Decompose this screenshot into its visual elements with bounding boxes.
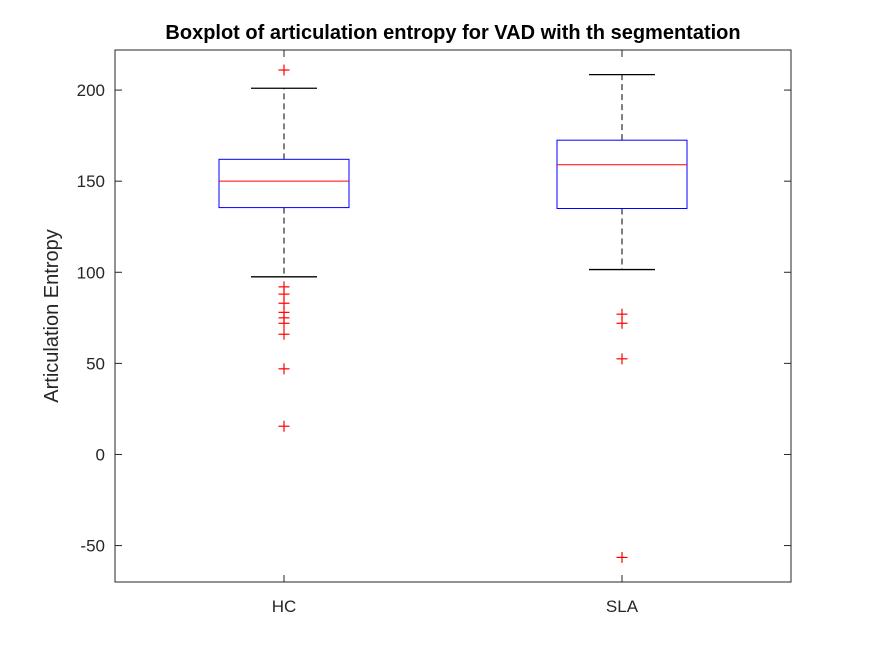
plot-frame (114, 49, 792, 583)
y-tick-label: 100 (77, 263, 105, 282)
y-tick-label: 0 (96, 445, 105, 464)
outlier-point-hc (278, 328, 290, 340)
outlier-point-hc (278, 420, 290, 432)
chart-title: Boxplot of articulation entropy for VAD … (165, 22, 740, 44)
y-tick-label: 150 (77, 172, 105, 191)
outlier-point-hc (278, 317, 290, 329)
y-tick-label: 50 (86, 354, 105, 373)
box-hc (218, 158, 350, 209)
outlier-point-sla (616, 353, 628, 365)
x-tick-label: SLA (606, 597, 639, 616)
box-sla (556, 139, 688, 210)
plot-layer: -50 0 50 100 150 200 HC SLA (77, 49, 792, 616)
outlier-point-sla (616, 317, 628, 329)
outlier-point-hc (278, 64, 290, 76)
outlier-point-sla (616, 551, 628, 563)
x-tick-label: HC (272, 597, 297, 616)
y-tick-label: 200 (77, 81, 105, 100)
y-tick-label: -50 (80, 537, 105, 556)
outlier-point-hc (278, 363, 290, 375)
y-axis-label: Articulation Entropy (41, 229, 63, 402)
